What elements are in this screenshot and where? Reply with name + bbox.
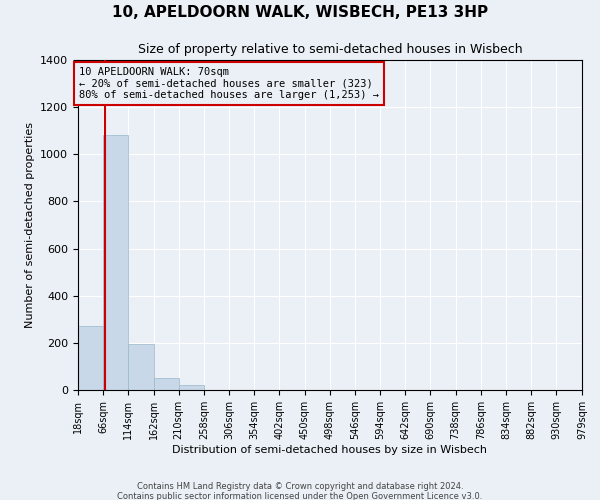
- Bar: [154, 378, 179, 390]
- Text: 10, APELDOORN WALK, WISBECH, PE13 3HP: 10, APELDOORN WALK, WISBECH, PE13 3HP: [112, 5, 488, 20]
- Text: 10 APELDOORN WALK: 70sqm
← 20% of semi-detached houses are smaller (323)
80% of : 10 APELDOORN WALK: 70sqm ← 20% of semi-d…: [79, 67, 379, 100]
- Title: Size of property relative to semi-detached houses in Wisbech: Size of property relative to semi-detach…: [137, 43, 523, 56]
- Bar: [128, 344, 154, 390]
- Bar: [103, 136, 128, 390]
- X-axis label: Distribution of semi-detached houses by size in Wisbech: Distribution of semi-detached houses by …: [173, 444, 487, 454]
- Y-axis label: Number of semi-detached properties: Number of semi-detached properties: [25, 122, 35, 328]
- Bar: [78, 326, 103, 390]
- Bar: [179, 386, 204, 390]
- Text: Contains HM Land Registry data © Crown copyright and database right 2024.
Contai: Contains HM Land Registry data © Crown c…: [118, 482, 482, 500]
